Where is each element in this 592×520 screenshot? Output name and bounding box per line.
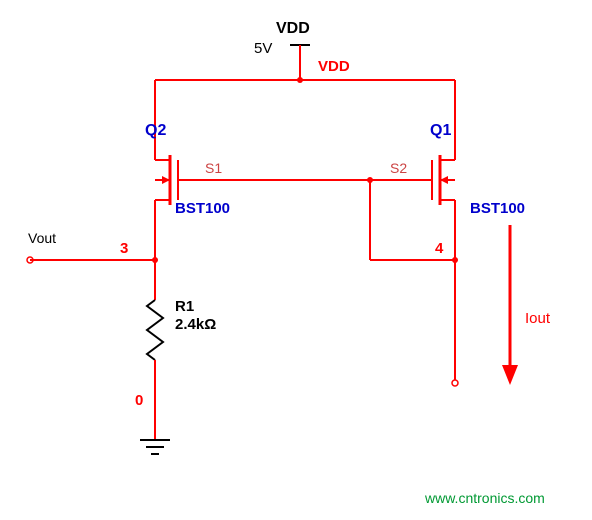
node3-label: 3 [120,240,128,257]
r1-value: 2.4kΩ [175,316,216,333]
r1-body [147,300,163,360]
vdd-voltage: 5V [254,40,272,57]
iout-label: Iout [525,310,550,327]
iout-terminal [452,380,458,386]
q2-part: BST100 [175,200,230,217]
q1-ref: Q1 [430,122,451,140]
iout-arrow-head [502,365,518,385]
s1-label: S1 [205,160,222,176]
q1-part: BST100 [470,200,525,217]
schematic-svg [0,0,592,520]
q2-ref: Q2 [145,122,166,140]
vdd-label: VDD [276,20,310,38]
r1-ref: R1 [175,298,194,315]
node0-label: 0 [135,392,143,409]
vout-label: Vout [28,230,56,246]
vdd-net-label: VDD [318,58,350,75]
circuit-canvas: VDD 5V VDD Q2 Q1 S1 S2 BST100 BST100 Vou… [0,0,592,520]
ground-symbol [140,440,170,454]
s2-label: S2 [390,160,407,176]
watermark: www.cntronics.com [425,490,545,506]
node4-label: 4 [435,240,443,257]
q1-mosfet [410,150,455,215]
